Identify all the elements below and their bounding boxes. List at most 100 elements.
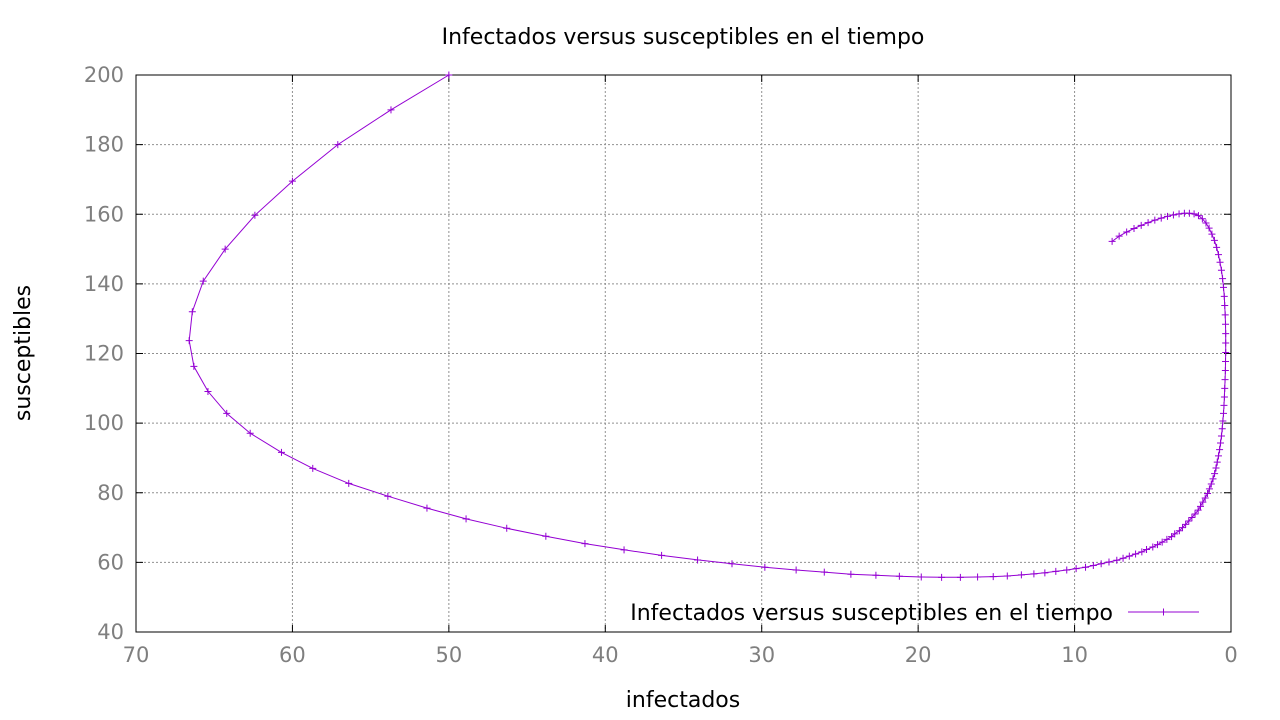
data-point [1221,376,1229,384]
data-point [1182,520,1190,528]
data-point [1216,258,1224,266]
data-point [462,515,470,523]
data-point [1151,216,1159,224]
data-point [1030,570,1038,578]
data-point [1125,552,1133,560]
legend: Infectados versus susceptibles en el tie… [630,601,1199,626]
x-tick-label: 60 [279,643,306,667]
data-point [199,277,207,285]
data-point [1137,221,1145,229]
data-point [917,573,925,581]
data-point [1123,228,1131,236]
data-point [1082,563,1090,571]
data-point [1221,384,1229,392]
data-point [1188,513,1196,521]
data-point [872,571,880,579]
legend-label: Infectados versus susceptibles en el tie… [630,601,1113,626]
data-point [1132,550,1140,558]
data-point [1175,527,1183,535]
data-point [1072,565,1080,573]
data-point [1222,330,1230,338]
data-point [1219,417,1227,425]
data-point [1219,409,1227,417]
data-point [1115,232,1123,240]
data-point [694,556,702,564]
data-point [1210,236,1218,244]
y-tick-label: 60 [97,550,124,574]
data-point [1097,560,1105,568]
data-point [1213,243,1221,251]
data-point [1191,510,1199,518]
data-point [1219,283,1227,291]
data-point [1209,475,1217,483]
data-point [792,566,800,574]
data-point [1105,558,1113,566]
data-point [1217,266,1225,274]
grid [136,75,1231,632]
data-point [334,141,342,149]
data-point [185,337,193,345]
data-point [246,429,254,437]
data-point [1017,571,1025,579]
data-point [1130,225,1138,233]
series-layer [185,71,1230,581]
data-point [1175,210,1183,218]
data-point [620,546,628,554]
data-point [1199,498,1207,506]
data-point [1220,292,1228,300]
data-point [658,551,666,559]
legend-swatch-marker [1160,608,1167,616]
data-point [938,573,946,581]
series-line-0 [188,74,1227,578]
data-point [1205,485,1213,493]
data-point [1163,212,1171,220]
y-tick-label: 80 [97,481,124,505]
data-point [1213,458,1221,466]
data-point [1197,502,1204,510]
x-tick-label: 0 [1224,643,1237,667]
data-point [820,568,828,576]
data-point [1214,251,1222,259]
data-point [761,563,769,571]
data-point [1113,556,1121,564]
y-tick-label: 120 [84,342,124,366]
data-point [1171,530,1179,538]
data-point [1218,425,1226,433]
data-point [309,464,317,472]
data-point [1157,214,1165,222]
y-tick-label: 200 [84,63,124,87]
data-point [1119,554,1127,562]
data-point [1052,567,1060,575]
data-point [188,308,196,316]
data-point [895,572,903,580]
data-point [1212,464,1220,472]
data-point [1198,215,1206,223]
data-point [1194,212,1202,220]
data-point [1003,572,1011,580]
y-tick-label: 140 [84,272,124,296]
data-point [1179,524,1187,532]
data-point [223,409,231,417]
data-point [1217,439,1225,447]
y-axis-label: susceptibles [11,285,36,421]
data-point [1222,339,1230,347]
data-point [384,492,392,500]
data-point [1208,230,1216,238]
y-tick-label: 180 [84,133,124,157]
data-point [1220,393,1228,401]
x-tick-label: 50 [435,643,462,667]
data-point [956,573,964,581]
y-tick-label: 40 [97,620,124,644]
legend-point-marker [1160,608,1167,616]
data-point [1219,275,1227,283]
data-point [1138,548,1146,556]
y-tick-label: 160 [84,202,124,226]
data-point [1220,401,1228,409]
data-point [1221,367,1229,375]
data-point [1190,210,1198,218]
x-tick-label: 30 [748,643,775,667]
data-point [251,211,259,219]
x-tick-label: 20 [905,643,932,667]
data-point [1089,562,1097,570]
